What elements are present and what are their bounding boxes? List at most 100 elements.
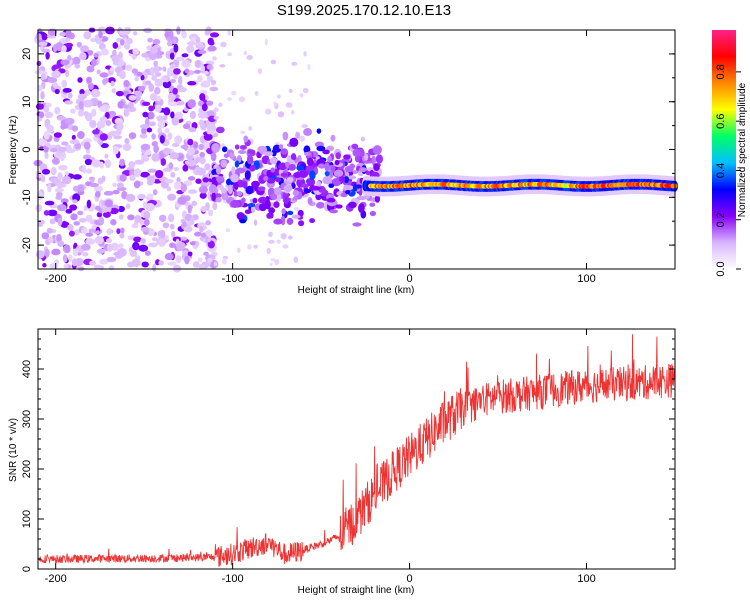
spectrogram-cell [230, 173, 239, 183]
spectrogram-cell [128, 161, 136, 169]
spectrogram-cell [289, 137, 299, 148]
spectrogram-cell [48, 236, 54, 243]
spectrogram-cell [211, 176, 218, 184]
spectrogram-cell [183, 180, 193, 186]
spectrogram-cell [270, 167, 276, 173]
spectrogram-cell [233, 181, 239, 190]
spectrogram-cell [307, 64, 311, 71]
spectrogram-cell [156, 115, 164, 122]
spectrogram-cell [64, 100, 73, 105]
spectrogram-cell [221, 143, 225, 148]
spectrogram-cell [99, 116, 108, 123]
spectrogram-cell [285, 102, 293, 108]
spectrogram-cell [59, 31, 67, 37]
spectrogram-cell [175, 56, 185, 62]
spectrogram-cell [369, 210, 377, 217]
spectrogram-cell [190, 217, 195, 225]
spectrogram-cell [78, 217, 87, 223]
spectrogram-cell [47, 183, 52, 193]
spectrogram-cell [35, 204, 43, 213]
spectrogram-cell [352, 149, 361, 157]
spectrogram-cell [92, 129, 100, 135]
spectrogram-cell [98, 30, 103, 39]
spectrogram-cell [89, 119, 97, 129]
spectrogram-cell [51, 157, 60, 165]
spectrogram-cell [270, 258, 276, 262]
spectrogram-cell [86, 76, 92, 84]
spectrogram-cell [347, 175, 357, 180]
spectrogram-cell [292, 189, 300, 197]
spectrogram-cell [207, 240, 215, 249]
spectrogram-cell [265, 108, 272, 115]
spectrogram-cell [225, 228, 231, 233]
spectrogram-cell [309, 170, 316, 180]
spectrogram-cell [131, 223, 139, 229]
spectrogram-cell [37, 138, 48, 146]
spectrogram-cell [177, 75, 183, 85]
spectrogram-cell [49, 204, 59, 209]
spectrogram-cell [198, 263, 206, 270]
spectrogram-cell [153, 179, 162, 184]
spectrogram-cell [316, 145, 326, 152]
spectrogram-cell [78, 101, 84, 110]
spectrogram-cell [227, 97, 233, 101]
spectrogram-cell [156, 95, 161, 102]
spectrogram-cell [291, 109, 295, 115]
x-tick-label: 0 [407, 573, 413, 585]
spectrogram-cell [198, 119, 205, 127]
spectrogram-cell [210, 152, 217, 162]
spectrogram-cell [257, 186, 266, 192]
spectrogram-cell [110, 80, 115, 87]
spectrogram-cell [140, 74, 145, 81]
spectrogram-cell [246, 154, 254, 165]
spectrogram-cell [273, 101, 277, 107]
spectrogram-cell [43, 105, 50, 113]
spectrogram-cell [158, 260, 164, 266]
spectrogram-cell [235, 167, 246, 174]
spectrogram-cell [275, 177, 281, 183]
spectrogram-cell [109, 207, 119, 215]
spectrogram-cell [143, 218, 150, 226]
spectrogram-cell [248, 125, 253, 131]
spectrogram-cell [286, 217, 294, 225]
spectrogram-cell [237, 247, 241, 253]
spectrogram-cell [151, 237, 158, 242]
spectrogram-cell [327, 155, 333, 163]
spectrogram-cell [37, 84, 43, 92]
spectrogram-cell [60, 198, 69, 204]
spectrogram-cell [104, 159, 112, 169]
spectrogram-cell [184, 255, 190, 265]
spectrogram-cell [213, 115, 220, 120]
spectrogram-cell [63, 263, 69, 269]
spectrogram-cell [141, 261, 149, 268]
spectrogram-cell [286, 176, 294, 183]
spectrogram-cell [134, 159, 145, 165]
spectrogram-cell [149, 46, 159, 54]
spectrogram-cell [35, 103, 44, 110]
spectrogram-cell [236, 212, 245, 220]
spectrogram-cell [335, 152, 342, 160]
spectrogram-cell [331, 178, 342, 187]
spectrogram-cell [134, 76, 140, 82]
spectrogram-cell [119, 70, 126, 80]
spectrogram-cell [94, 205, 101, 211]
spectrogram-cell [374, 195, 381, 203]
spectrogram-cell [301, 124, 308, 128]
spectrogram-cell [303, 128, 313, 136]
spectrogram-cell [85, 148, 91, 154]
y-tick-label: 300 [21, 410, 33, 428]
spectrogram-cell [170, 171, 176, 178]
spectrogram-cell [38, 111, 45, 119]
spectrogram-cell [112, 61, 118, 66]
spectrogram-cell [80, 45, 90, 53]
spectrogram-cell [140, 171, 150, 178]
spectrogram-cell [146, 175, 156, 182]
spectrogram-cell [72, 199, 78, 204]
y-tick-label: 400 [21, 360, 33, 378]
spectrogram-cell [176, 100, 185, 106]
spectrogram-cell [100, 48, 109, 56]
spectrogram-cell [175, 111, 183, 120]
spectrogram-cell [69, 139, 80, 145]
spectrogram-cell [116, 182, 124, 189]
spectrogram-cell [79, 52, 87, 61]
